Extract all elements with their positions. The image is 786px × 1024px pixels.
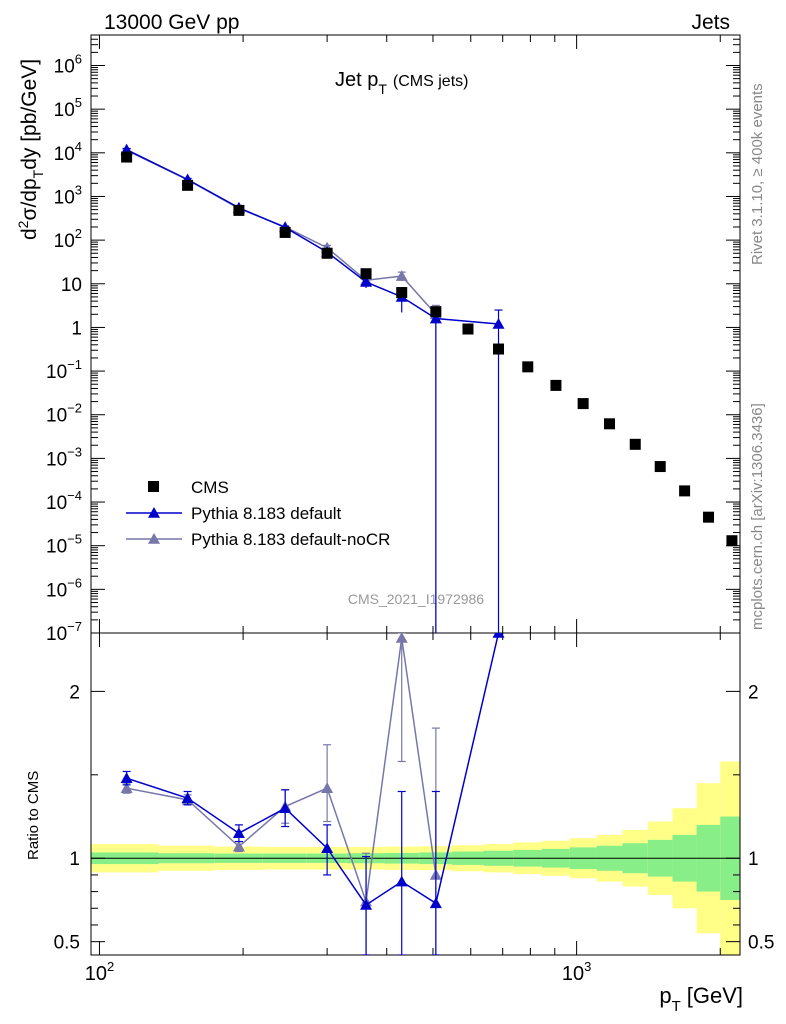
pythia-8-183-default-ratio-point: [321, 842, 334, 854]
cms-data-point: [703, 511, 715, 523]
y-tick-label: 1: [71, 318, 82, 339]
x-tick-label: 103: [562, 959, 591, 985]
cms-data-point: [550, 379, 562, 391]
y-tick-label: 10−7: [46, 619, 82, 645]
category-label: Jets: [691, 11, 730, 34]
legend-marker-triangle: [148, 533, 160, 544]
cms-data-point: [726, 535, 738, 547]
ratio-ylabel: Ratio to CMS: [25, 771, 42, 860]
y-tick-label: 10−2: [46, 401, 82, 427]
pythia-8-183-default-nocr-ratio-point: [232, 840, 245, 852]
axes: 102 10310610510410310210110−110−210−310−4…: [46, 34, 774, 985]
x-axis-label: pT [GeV]: [659, 983, 743, 1015]
legend-marker-triangle: [148, 507, 160, 518]
pythia-8-183-default-ratio-point: [429, 897, 442, 909]
cms-data-point: [430, 306, 442, 318]
cms-data-point: [522, 361, 534, 373]
legend-label: Pythia 8.183 default-noCR: [191, 530, 390, 549]
ratio-y-tick-label: 2: [69, 682, 80, 703]
y-tick-label: 10−6: [46, 575, 82, 601]
cms-data-point: [121, 151, 133, 163]
watermark: CMS_2021_I1972986: [348, 591, 484, 607]
rivet-label: Rivet 3.1.10, ≥ 400k events: [749, 83, 766, 265]
top-panel-frame: [90, 34, 741, 634]
chart-title: Jet pT (CMS jets): [335, 69, 468, 97]
legend-label: Pythia 8.183 default: [191, 504, 342, 523]
pythia-8-183-default-ratio-point: [360, 898, 373, 910]
pythia-8-183-default-ratio-point: [120, 772, 133, 783]
cms-data-point: [182, 179, 194, 191]
ratio-y-tick-label-right: 0.5: [748, 933, 774, 954]
y-tick-label: 10: [61, 275, 82, 296]
pythia-8-183-default-ratio-point: [232, 827, 245, 839]
y-tick-label: 106: [54, 52, 82, 78]
series-layer: [120, 143, 738, 955]
ratio-y-tick-label: 0.5: [54, 933, 80, 954]
pythia-8-183-default-ratio-point: [279, 802, 292, 813]
pythia-8-183-default-nocr-ratio-line: [126, 637, 437, 902]
cms-data-point: [679, 485, 691, 497]
pythia-8-183-default-ratio-point: [181, 792, 194, 803]
y-tick-label: 103: [54, 182, 82, 208]
ratio-y-tick-label-right: 1: [748, 849, 759, 870]
pythia-8-183-default-line: [126, 149, 499, 325]
pythia-8-183-default-nocr-ratio-point: [120, 782, 133, 793]
cms-data-point: [604, 418, 616, 430]
pythia-8-183-default-point: [429, 312, 442, 324]
source-label: mcplots.cern.ch [arXiv:1306.3436]: [749, 403, 766, 630]
cms-data-point: [654, 461, 666, 473]
legend-label: CMS: [191, 478, 229, 497]
pythia-8-183-default-point: [492, 317, 505, 329]
legend-marker-cms: [148, 481, 159, 492]
cms-data-point: [577, 398, 589, 410]
x-tick-label: 102: [85, 959, 114, 985]
ratio-y-tick-label-right: 2: [748, 682, 759, 703]
ratio-panel-frame: [90, 632, 741, 956]
pythia-8-183-default-nocr-ratio-point: [321, 782, 334, 793]
cms-data-point: [321, 247, 333, 259]
pythia-8-183-default-ratio-point: [492, 633, 505, 638]
y-tick-label: 105: [54, 95, 82, 121]
cms-data-point: [629, 438, 641, 450]
pythia-8-183-default-nocr-point: [395, 270, 408, 281]
pythia-8-183-default-nocr-ratio-point: [395, 633, 408, 643]
ratio-panel-marks: [120, 633, 505, 955]
y-tick-label: 10−3: [46, 444, 82, 470]
top-panel-marks: [120, 143, 738, 633]
cms-data-point: [493, 343, 505, 355]
y-tick-label: 10−4: [46, 488, 82, 514]
cms-data-point: [279, 226, 291, 238]
top-ylabel: d2σ/dpTdy [pb/GeV]: [15, 59, 46, 240]
legend: CMS Pythia 8.183 default Pythia 8.183 defa…: [126, 478, 390, 549]
cms-data-point: [462, 323, 474, 335]
uncertainty-bands: [91, 761, 740, 955]
ratio-y-tick-label: 1: [69, 849, 80, 870]
cms-data-point: [233, 204, 245, 216]
cms-data-point: [360, 268, 372, 280]
y-tick-label: 104: [54, 139, 82, 165]
cms-data-point: [396, 287, 408, 299]
y-tick-label: 10−5: [46, 532, 82, 558]
pythia-8-183-default-point: [360, 275, 373, 287]
pythia-8-183-default-ratio-point: [395, 875, 408, 887]
y-tick-label: 102: [54, 226, 82, 252]
beam-label: 13000 GeV pp: [104, 11, 239, 34]
y-tick-label: 10−1: [46, 357, 82, 383]
